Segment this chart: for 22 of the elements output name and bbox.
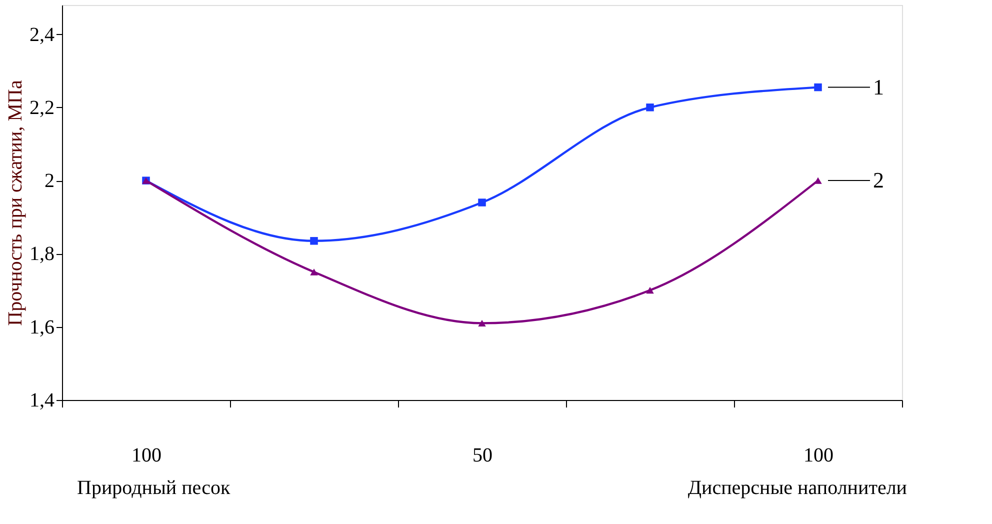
y-tick-label: 1,8	[30, 243, 54, 266]
point	[310, 268, 318, 276]
text: Дисперсные наполнители	[688, 477, 908, 499]
y-tick-label: 1,6	[30, 316, 54, 338]
text: 1	[873, 74, 884, 100]
x-tick-label: 100	[804, 444, 834, 466]
point	[646, 286, 654, 294]
point	[814, 177, 822, 184]
y-tick-label: 2	[44, 170, 54, 192]
point	[478, 320, 486, 327]
y-tick-label: 2,4	[30, 24, 54, 46]
point	[646, 104, 654, 112]
point	[814, 83, 822, 92]
text: 2	[873, 168, 884, 193]
text: Природный песок	[77, 477, 231, 499]
x-tick-label: 50	[472, 444, 492, 466]
point	[478, 198, 486, 206]
y-tick-label: 2,2	[30, 96, 54, 119]
y-axis-title: Прочность при сжатии, МПа	[4, 80, 26, 326]
x-tick-label: 100	[132, 444, 162, 466]
point	[310, 237, 318, 245]
y-tick-label: 1,4	[30, 390, 54, 412]
